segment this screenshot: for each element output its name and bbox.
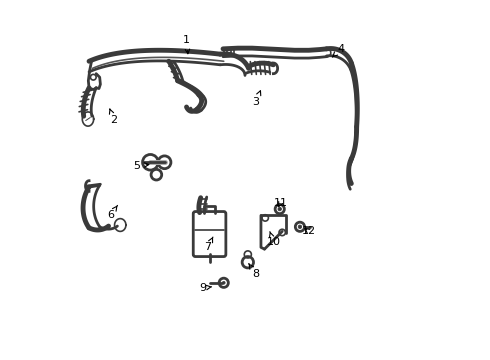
- Text: 7: 7: [204, 237, 213, 252]
- Text: 5: 5: [133, 161, 149, 171]
- Text: 11: 11: [273, 198, 288, 208]
- Text: 6: 6: [107, 206, 118, 220]
- Circle shape: [222, 282, 225, 284]
- Circle shape: [298, 225, 302, 229]
- Text: 8: 8: [249, 264, 259, 279]
- Circle shape: [278, 207, 282, 211]
- Text: 2: 2: [109, 109, 118, 125]
- Text: 12: 12: [302, 226, 316, 237]
- Text: 1: 1: [183, 35, 190, 54]
- Text: 9: 9: [199, 283, 212, 293]
- Text: 4: 4: [332, 44, 344, 57]
- Text: 10: 10: [267, 231, 280, 247]
- Text: 3: 3: [252, 91, 261, 107]
